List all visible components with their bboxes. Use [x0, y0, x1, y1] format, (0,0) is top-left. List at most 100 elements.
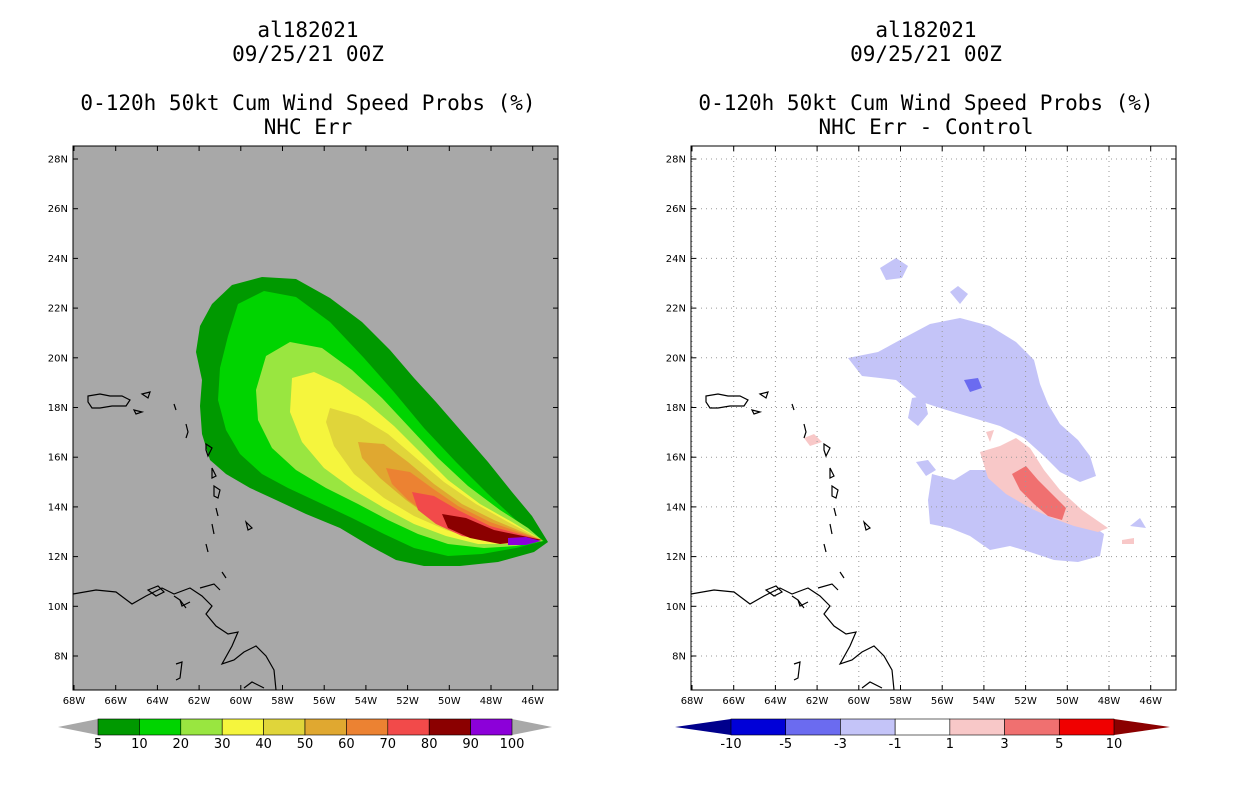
right-lon-label: 48W [1098, 696, 1121, 707]
right-colorbar-label: 1 [946, 737, 954, 752]
right-colorbar-label: -3 [834, 737, 847, 752]
right-colorbar-segment [730, 718, 787, 736]
right-colorbar-segment [949, 718, 1005, 736]
right-lat-label: 20N [666, 353, 686, 364]
right-lat-label: 28N [666, 155, 686, 166]
diff-neg-5-region [964, 378, 982, 392]
right-lon-label: 58W [889, 696, 912, 707]
right-lon-label: 56W [931, 696, 954, 707]
left-colorbar-segment [428, 718, 471, 736]
left-lon-label: 56W [313, 696, 336, 707]
diff-neg-3-region-d [950, 286, 968, 304]
right-lat-label: 16N [666, 453, 686, 464]
right-product-block: 0-120h 50kt Cum Wind Speed Probs (%) NHC… [676, 91, 1176, 139]
right-colorbar-low-arrow [675, 719, 731, 735]
right-lat-label: 14N [666, 502, 686, 513]
right-colorbar-label: -5 [779, 737, 792, 752]
right-lat-label: 24N [666, 254, 686, 265]
right-lat-label: 22N [666, 304, 686, 315]
left-lat-label: 26N [48, 204, 68, 215]
left-colorbar-segment [470, 718, 513, 736]
right-lon-label: 62W [806, 696, 829, 707]
prob-contour-90 [508, 537, 541, 545]
diff-neg-3-region-f [916, 460, 936, 476]
right-lat-label: 26N [666, 204, 686, 215]
left-lat-label: 8N [54, 652, 68, 663]
diff-neg-3-region-e [908, 396, 928, 426]
right-lat-label: 8N [672, 652, 686, 663]
right-map-background [691, 146, 1176, 690]
right-title-block: al182021 09/25/21 00Z [676, 18, 1176, 66]
left-colorbar-label: 90 [462, 737, 479, 752]
right-axis-ticks: 28N 26N 24N 22N 20N 18N 16N 14N 12N 10N 8N 68W 66W 64… [666, 146, 1176, 707]
left-lat-label: 16N [48, 453, 68, 464]
right-lon-label: 52W [1014, 696, 1037, 707]
prob-contour-70 [412, 492, 542, 542]
right-lon-label: 66W [722, 696, 745, 707]
left-product-block: 0-120h 50kt Cum Wind Speed Probs (%) NHC… [58, 91, 558, 139]
left-colorbar-segment [346, 718, 389, 736]
left-colorbar-label: 70 [380, 737, 397, 752]
right-colorbar-label: 3 [1000, 737, 1008, 752]
diff-pos-1-region-d [1122, 538, 1134, 544]
left-lat-label: 14N [48, 502, 68, 513]
right-colorbar-segment [1058, 718, 1115, 736]
left-lon-label: 52W [396, 696, 419, 707]
diff-pos-3-region [1012, 466, 1066, 520]
right-lat-label: 12N [666, 552, 686, 563]
left-lat-label: 22N [48, 304, 68, 315]
right-colorbar-segment [785, 718, 841, 736]
left-lat-label: 24N [48, 254, 68, 265]
prob-contour-60 [386, 468, 542, 540]
left-colorbar-label: 40 [255, 737, 272, 752]
left-lon-label: 54W [355, 696, 378, 707]
right-product-title: 0-120h 50kt Cum Wind Speed Probs (%) [698, 91, 1154, 115]
left-lon-label: 66W [104, 696, 127, 707]
left-colorbar-segment [304, 718, 347, 736]
left-colorbar-label: 80 [421, 737, 438, 752]
left-product-title: 0-120h 50kt Cum Wind Speed Probs (%) [80, 91, 536, 115]
left-map-frame [72, 145, 559, 691]
left-colorbar-segment [97, 718, 140, 736]
right-colorbar: -10 -5 -3 -1 1 3 5 10 [675, 718, 1170, 752]
left-probability-field [196, 277, 548, 566]
left-lon-label: 60W [229, 696, 252, 707]
left-storm-id: al182021 [257, 18, 359, 42]
left-lon-label: 50W [438, 696, 461, 707]
left-lon-label: 64W [146, 696, 169, 707]
left-colorbar: 5 10 20 30 40 50 60 70 80 90 100 [58, 718, 552, 752]
left-lon-label: 68W [63, 696, 86, 707]
left-colorbar-label: 30 [214, 737, 231, 752]
right-lon-label: 68W [681, 696, 704, 707]
right-colorbar-segment [894, 718, 951, 736]
right-subtitle: NHC Err - Control [818, 115, 1034, 139]
right-map: 28N 26N 24N 22N 20N 18N 16N 14N 12N 10N 8N 68W 66W 64… [666, 145, 1177, 707]
right-colorbar-label: -1 [889, 737, 902, 752]
right-lon-label: 54W [973, 696, 996, 707]
right-lon-label: 60W [847, 696, 870, 707]
left-lon-label: 62W [188, 696, 211, 707]
diff-neg-3-region-c [880, 258, 908, 280]
right-colorbar-segment [840, 718, 896, 736]
diff-pos-1-region-c [804, 434, 822, 446]
left-colorbar-high-arrow [512, 719, 552, 735]
right-colorbar-high-arrow [1114, 719, 1170, 735]
prob-contour-50 [358, 442, 542, 540]
diff-neg-3-region-g [1130, 518, 1146, 528]
left-colorbar-segment [139, 718, 182, 736]
prob-contour-40 [326, 408, 542, 542]
right-colorbar-label: 10 [1106, 737, 1123, 752]
left-colorbar-label: 50 [297, 737, 314, 752]
left-colorbar-segment [180, 718, 223, 736]
left-colorbar-label: 60 [338, 737, 355, 752]
right-datetime: 09/25/21 00Z [850, 42, 1002, 66]
diff-neg-3-region-a [848, 318, 1096, 482]
right-colorbar-segment [1004, 718, 1060, 736]
right-storm-id: al182021 [875, 18, 977, 42]
left-lat-label: 18N [48, 403, 68, 414]
prob-contour-80 [442, 514, 542, 544]
left-colorbar-low-arrow [58, 719, 98, 735]
left-colorbar-segment [387, 718, 430, 736]
left-lon-label: 48W [480, 696, 503, 707]
